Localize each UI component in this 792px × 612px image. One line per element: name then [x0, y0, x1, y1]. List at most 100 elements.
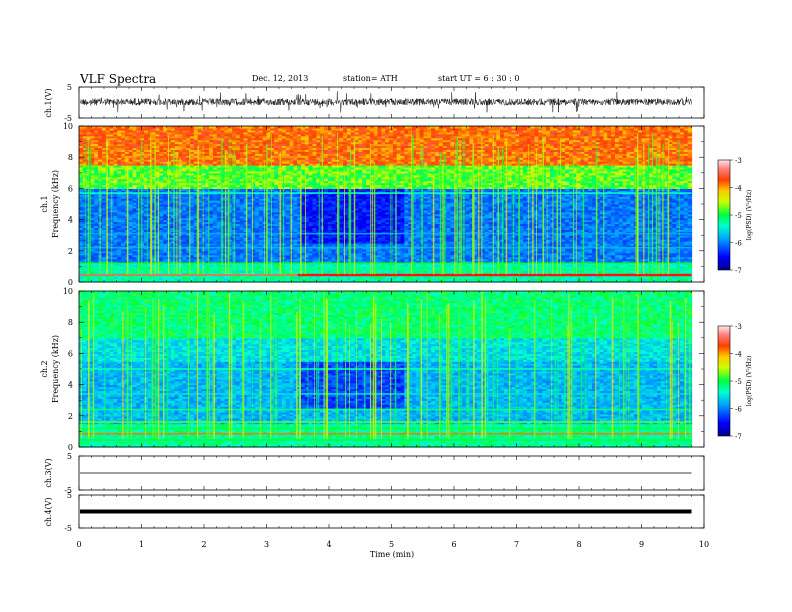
spectrogram-cell: [136, 131, 141, 135]
spectrogram-cell: [90, 170, 95, 174]
spectrogram-cell: [105, 223, 111, 227]
spectrogram-cell: [109, 143, 115, 147]
spectrogram-cell: [82, 139, 88, 143]
spectrogram-cell: [82, 126, 88, 129]
spectrogram-cell: [140, 252, 145, 256]
spectrogram-cell: [79, 131, 84, 135]
spectrogram-cell: [109, 161, 115, 164]
spectrogram-cell: [82, 209, 88, 213]
spectrogram-cell: [94, 186, 99, 189]
spectrogram-cell: [79, 161, 84, 164]
spectrogram-cell: [82, 165, 88, 168]
waveform-trace: [79, 91, 692, 113]
spectrogram-cell: [90, 188, 95, 191]
spectrogram-cell: [94, 151, 99, 154]
spectrogram-cell: [109, 170, 115, 174]
spectrogram-cell: [113, 161, 118, 164]
spectrogram-cell: [82, 221, 88, 225]
spectrogram-cell: [121, 196, 126, 199]
spectrogram-cell: [105, 143, 111, 147]
spectrogram-cell: [82, 258, 88, 262]
spectrogram-cell: [79, 280, 84, 283]
spectrogram-cell: [132, 172, 138, 176]
spectrogram-cell: [90, 256, 95, 260]
spectrogram-cell: [94, 241, 99, 244]
spectrogram-cell: [136, 139, 141, 143]
spectrogram-cell: [128, 127, 134, 131]
spectrogram-cell: [136, 133, 141, 137]
spectrogram-cell: [79, 155, 84, 158]
spectrogram-cell: [124, 143, 130, 147]
spectrogram-cell: [128, 264, 134, 267]
spectrogram-cell: [136, 165, 141, 168]
spectrogram-cell: [113, 126, 118, 129]
spectrogram-cell: [105, 126, 111, 129]
spectrogram-cell: [101, 204, 107, 207]
spectrogram-cell: [94, 190, 99, 193]
spectrogram-cell: [79, 202, 84, 205]
spectrogram-cell: [132, 145, 138, 149]
spectrogram-cell: [117, 180, 122, 184]
spectrogram-cell: [79, 237, 84, 240]
spectrogram-cell: [117, 139, 122, 143]
spectrogram-cell: [132, 243, 138, 246]
spectrogram-cell: [128, 176, 134, 180]
spectrogram-cell: [113, 157, 118, 160]
spectrogram-cell: [117, 233, 122, 236]
spectrogram-cell: [117, 229, 122, 232]
spectrogram-cell: [98, 157, 103, 160]
spectrogram-cell: [94, 256, 99, 260]
spectrogram-cell: [94, 204, 99, 207]
spectrogram-cell: [94, 163, 99, 166]
spectrogram-cell: [124, 159, 130, 162]
spectrogram-cell: [79, 157, 84, 160]
spectrogram-cell: [124, 157, 130, 160]
spectrogram-cell: [79, 194, 84, 197]
spectrogram-cell: [132, 229, 138, 232]
spectrogram-cell: [117, 223, 122, 227]
spectrogram-cell: [124, 155, 130, 158]
spectrogram-cell: [121, 280, 126, 283]
spectrogram-cell: [105, 264, 111, 267]
spectrogram-cell: [113, 205, 118, 209]
spectrogram-cell: [105, 229, 111, 232]
spectrogram-cell: [117, 254, 122, 258]
spectrogram-cell: [121, 178, 126, 182]
spectrogram-cell: [113, 180, 118, 184]
spectrogram-cell: [79, 147, 84, 150]
spectrogram-cell: [82, 272, 88, 275]
spectrogram-cell: [101, 207, 107, 211]
spectrogram-cell: [121, 260, 126, 264]
spectrogram-cell: [128, 217, 134, 221]
spectrogram-cell: [140, 241, 145, 244]
spectrogram-cell: [136, 126, 141, 129]
spectrogram-cell: [94, 202, 99, 205]
spectrogram-cell: [121, 151, 126, 154]
spectrogram-cell: [94, 170, 99, 174]
spectrogram-cell: [128, 266, 134, 269]
spectrogram-cell: [101, 166, 107, 170]
spectrogram-cell: [113, 166, 118, 170]
spectrogram-cell: [90, 211, 95, 215]
spectrogram-cell: [101, 244, 107, 248]
spectrogram-cell: [82, 260, 88, 264]
spectrogram-cell: [105, 174, 111, 178]
spectrogram-cell: [109, 139, 115, 143]
spectrogram-cell: [128, 252, 134, 256]
spectrogram-cell: [101, 229, 107, 232]
spectrogram-cell: [79, 233, 84, 236]
spectrogram-cell: [132, 278, 138, 281]
spectrogram-cell: [132, 209, 138, 213]
spectrogram-cell: [79, 217, 84, 221]
spectrogram-cell: [124, 153, 130, 156]
spectrogram-cell: [121, 129, 126, 133]
spectrogram-cell: [105, 202, 111, 205]
spectrogram-cell: [94, 270, 99, 273]
spectrogram-cell: [82, 151, 88, 154]
spectrogram-cell: [105, 149, 111, 152]
spectrogram-cell: [121, 182, 126, 186]
spectrogram-cell: [90, 135, 95, 139]
spectrogram-cell: [117, 217, 122, 221]
spectrogram-cell: [90, 266, 95, 269]
spectrogram-cell: [86, 131, 92, 135]
